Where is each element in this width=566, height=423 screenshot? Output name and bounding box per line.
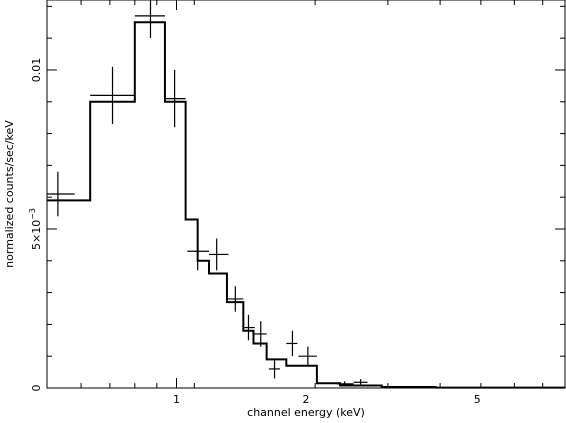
data-point-cross	[226, 286, 244, 312]
model-step-line	[47, 21, 565, 389]
data-points	[47, 0, 368, 387]
model-step-curve	[47, 21, 565, 389]
y-tick-label: 5×10−3	[28, 208, 43, 250]
data-point-cross	[298, 346, 317, 366]
data-point-cross	[253, 321, 267, 347]
y-tick-label: 0	[30, 385, 43, 392]
y-axis-label: normalized counts/sec/keV	[3, 120, 16, 268]
data-point-cross	[90, 66, 135, 125]
data-point-cross	[208, 238, 229, 271]
data-point-cross	[268, 359, 280, 379]
x-axis-label: channel energy (keV)	[247, 406, 365, 419]
plot-frame	[46, 0, 566, 389]
x-tick-label: 1	[173, 393, 180, 406]
y-tick-label: 0.01	[30, 58, 43, 83]
data-point-cross	[286, 330, 298, 357]
x-tick-label: 2	[303, 393, 310, 406]
data-point-cross	[187, 232, 209, 271]
x-axis-ticks: 1 2 5	[46, 0, 544, 406]
x-tick-label: 5	[474, 393, 481, 406]
y-axis-ticks: 0 5×10−3 0.01	[28, 5, 565, 392]
data-point-cross	[164, 69, 186, 128]
data-point-cross	[243, 314, 255, 341]
data-point-cross	[47, 171, 75, 217]
data-point-cross	[134, 0, 165, 39]
data-point-cross	[353, 379, 368, 386]
data-point-cross	[336, 381, 354, 387]
